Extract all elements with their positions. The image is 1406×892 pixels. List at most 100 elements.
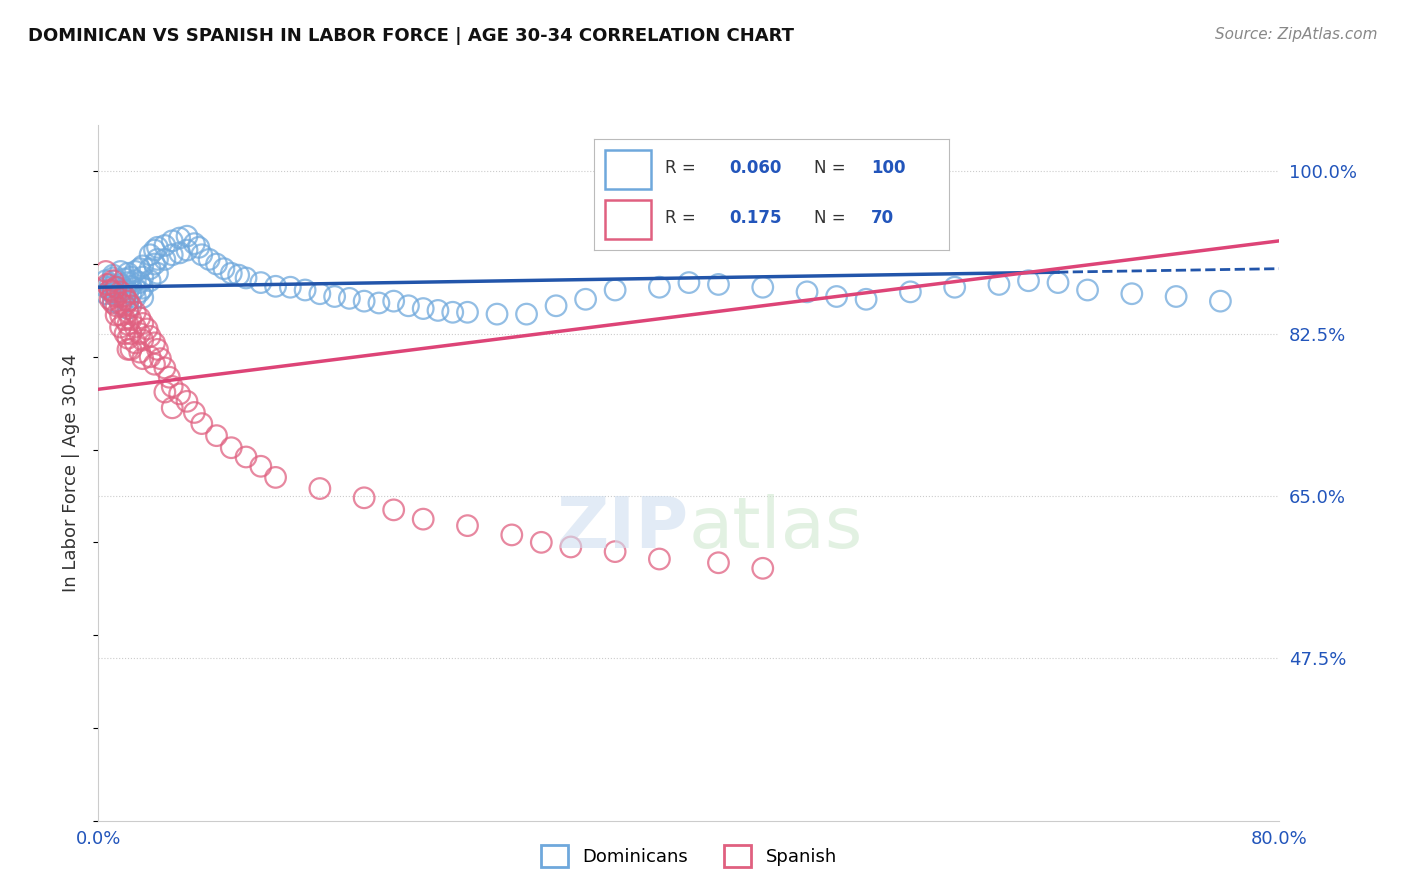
Point xyxy=(98,284,121,298)
Point xyxy=(124,320,146,334)
Point xyxy=(128,261,150,276)
Point xyxy=(117,318,139,332)
Point xyxy=(132,333,155,347)
Point xyxy=(110,264,132,278)
Point xyxy=(128,285,150,299)
Point xyxy=(751,280,773,294)
Point xyxy=(382,503,405,517)
Point xyxy=(103,271,125,285)
Point xyxy=(183,405,205,419)
Point xyxy=(117,276,139,290)
Text: DOMINICAN VS SPANISH IN LABOR FORCE | AGE 30-34 CORRELATION CHART: DOMINICAN VS SPANISH IN LABOR FORCE | AG… xyxy=(28,27,794,45)
Point xyxy=(105,274,128,288)
Point xyxy=(486,307,509,321)
Point xyxy=(143,357,166,371)
Point xyxy=(110,285,132,299)
Point xyxy=(117,305,139,319)
Point xyxy=(103,286,125,301)
Point xyxy=(1164,289,1187,303)
Point xyxy=(456,518,478,533)
Point xyxy=(987,277,1010,292)
Point xyxy=(124,335,146,350)
Legend: Dominicans, Spanish: Dominicans, Spanish xyxy=(534,838,844,874)
Point xyxy=(441,305,464,319)
Point xyxy=(110,296,132,310)
Point xyxy=(1209,294,1232,309)
Point xyxy=(396,299,419,313)
Point xyxy=(796,285,818,299)
Point xyxy=(235,271,257,285)
Point xyxy=(139,274,162,288)
Point xyxy=(353,491,375,505)
Point xyxy=(105,285,128,300)
Point xyxy=(501,528,523,542)
Point xyxy=(228,268,250,282)
Point xyxy=(176,394,198,409)
Point xyxy=(191,417,214,431)
Point xyxy=(250,459,273,474)
Point xyxy=(219,441,242,455)
Point xyxy=(143,243,166,257)
Point xyxy=(648,280,671,294)
Point xyxy=(153,360,176,375)
Point xyxy=(103,274,125,288)
Point xyxy=(191,248,214,262)
Point xyxy=(143,335,166,350)
Point xyxy=(169,231,191,245)
Point xyxy=(110,298,132,312)
Point xyxy=(120,343,142,357)
Point xyxy=(169,246,191,260)
Point xyxy=(143,257,166,271)
Point xyxy=(353,294,375,309)
Point xyxy=(139,261,162,276)
Point xyxy=(128,310,150,325)
Point xyxy=(132,290,155,304)
Point xyxy=(530,535,553,549)
Point xyxy=(117,343,139,357)
Point xyxy=(1017,274,1039,288)
Point xyxy=(117,294,139,309)
Point xyxy=(339,291,360,305)
Point xyxy=(146,252,169,267)
Point xyxy=(707,277,730,292)
Point xyxy=(105,280,128,294)
Point xyxy=(114,293,136,307)
Point xyxy=(264,279,287,293)
Point xyxy=(162,379,183,393)
Point xyxy=(120,312,142,326)
Point xyxy=(574,293,596,307)
Point xyxy=(103,285,125,299)
Point xyxy=(323,289,346,303)
Point xyxy=(368,296,391,310)
Point xyxy=(278,280,302,294)
Point xyxy=(124,264,146,278)
Point xyxy=(427,303,450,318)
Point xyxy=(132,259,155,273)
Text: ZIP: ZIP xyxy=(557,494,689,563)
Point xyxy=(105,299,128,313)
Point xyxy=(146,343,169,357)
Point xyxy=(153,252,176,267)
Point xyxy=(157,370,180,384)
Point xyxy=(169,387,191,401)
Point xyxy=(117,285,139,299)
Point xyxy=(187,240,209,254)
Point xyxy=(136,322,159,336)
Point xyxy=(117,331,139,345)
Point xyxy=(707,556,730,570)
Point xyxy=(98,277,121,292)
Point xyxy=(94,286,117,301)
Point xyxy=(943,280,966,294)
Point xyxy=(205,428,228,442)
Point xyxy=(94,264,117,278)
Point xyxy=(412,301,434,316)
Point xyxy=(120,286,142,301)
Point xyxy=(120,279,142,293)
Point xyxy=(124,274,146,288)
Point xyxy=(456,305,478,319)
Point xyxy=(114,299,136,313)
Point xyxy=(205,257,228,271)
Point xyxy=(110,320,132,334)
Point xyxy=(309,286,332,301)
Point xyxy=(153,385,176,400)
